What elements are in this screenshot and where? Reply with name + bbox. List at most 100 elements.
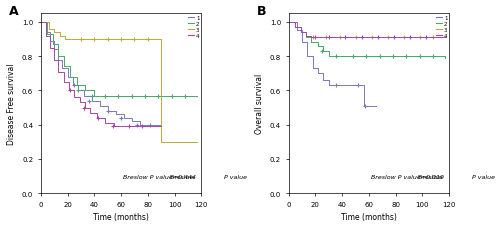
- 1: [304, 56, 310, 58]
- 4: [76, 96, 82, 99]
- 3: [194, 141, 200, 144]
- 1: [47, 40, 53, 43]
- 1: [360, 105, 366, 108]
- 3: [292, 27, 298, 29]
- 2: [60, 66, 66, 69]
- 3: [319, 37, 325, 39]
- 2: [339, 56, 345, 58]
- 2: [366, 56, 372, 58]
- Y-axis label: Overall survival: Overall survival: [256, 74, 264, 134]
- 1: [153, 124, 159, 126]
- 1: [120, 117, 126, 120]
- 1: [70, 76, 76, 79]
- 4: [332, 37, 338, 39]
- 2: [172, 95, 177, 98]
- 1: [299, 30, 305, 33]
- 2: [60, 56, 66, 58]
- 3: [51, 32, 57, 35]
- 3: [372, 37, 378, 39]
- 4: [88, 107, 94, 109]
- 2: [298, 32, 304, 35]
- 4: [433, 37, 439, 39]
- 3: [165, 141, 171, 144]
- 1: [51, 40, 57, 43]
- 1: [38, 21, 44, 24]
- 2: [194, 95, 200, 98]
- 1: [158, 124, 164, 126]
- Line: 1: 1: [288, 23, 376, 106]
- Text: P value: P value: [472, 174, 495, 179]
- 4: [298, 27, 304, 29]
- 1: [136, 120, 142, 123]
- 4: [82, 102, 88, 104]
- 2: [320, 45, 326, 48]
- 2: [420, 56, 426, 58]
- 3: [314, 37, 320, 39]
- 3: [158, 141, 164, 144]
- 3: [392, 37, 398, 39]
- 2: [286, 21, 292, 24]
- 2: [303, 32, 309, 35]
- 2: [172, 95, 177, 98]
- 1: [104, 110, 110, 113]
- 4: [38, 21, 44, 24]
- 1: [352, 85, 358, 87]
- 4: [442, 37, 448, 39]
- 4: [71, 96, 77, 99]
- Line: 2: 2: [41, 23, 197, 96]
- 3: [352, 37, 358, 39]
- 4: [94, 112, 100, 115]
- 3: [292, 21, 298, 24]
- 2: [104, 95, 110, 98]
- 1: [55, 59, 61, 62]
- 4: [138, 126, 144, 128]
- 4: [392, 37, 398, 39]
- 3: [308, 35, 314, 38]
- 2: [118, 95, 124, 98]
- 3: [372, 37, 378, 39]
- 4: [292, 21, 298, 24]
- Y-axis label: Disease Free survival: Disease Free survival: [8, 63, 16, 144]
- 4: [60, 71, 66, 74]
- 2: [406, 56, 412, 58]
- 1: [294, 30, 300, 33]
- 3: [303, 32, 309, 35]
- 2: [92, 90, 98, 92]
- 4: [372, 37, 378, 39]
- 4: [51, 47, 57, 50]
- 4: [47, 47, 53, 50]
- 1: [59, 59, 65, 62]
- 4: [51, 59, 57, 62]
- 4: [47, 35, 53, 38]
- 4: [138, 126, 144, 128]
- 2: [194, 95, 200, 98]
- 1: [80, 95, 86, 98]
- 4: [442, 37, 448, 39]
- 1: [336, 85, 342, 87]
- 3: [433, 37, 439, 39]
- 2: [420, 56, 426, 58]
- 1: [70, 85, 76, 87]
- 4: [152, 126, 158, 128]
- 2: [185, 95, 191, 98]
- 3: [185, 141, 191, 144]
- 2: [392, 56, 398, 58]
- 4: [55, 71, 61, 74]
- 1: [96, 100, 102, 103]
- 4: [66, 90, 72, 92]
- 4: [158, 126, 164, 128]
- 3: [412, 37, 418, 39]
- 4: [66, 81, 72, 84]
- 1: [326, 79, 332, 82]
- 2: [392, 56, 398, 58]
- 1: [51, 49, 57, 52]
- 4: [124, 126, 130, 128]
- 3: [332, 37, 338, 39]
- 2: [44, 21, 51, 24]
- 1: [315, 67, 321, 70]
- Line: 4: 4: [41, 23, 161, 127]
- 1: [336, 85, 342, 87]
- 4: [352, 37, 358, 39]
- 2: [132, 95, 138, 98]
- 4: [332, 37, 338, 39]
